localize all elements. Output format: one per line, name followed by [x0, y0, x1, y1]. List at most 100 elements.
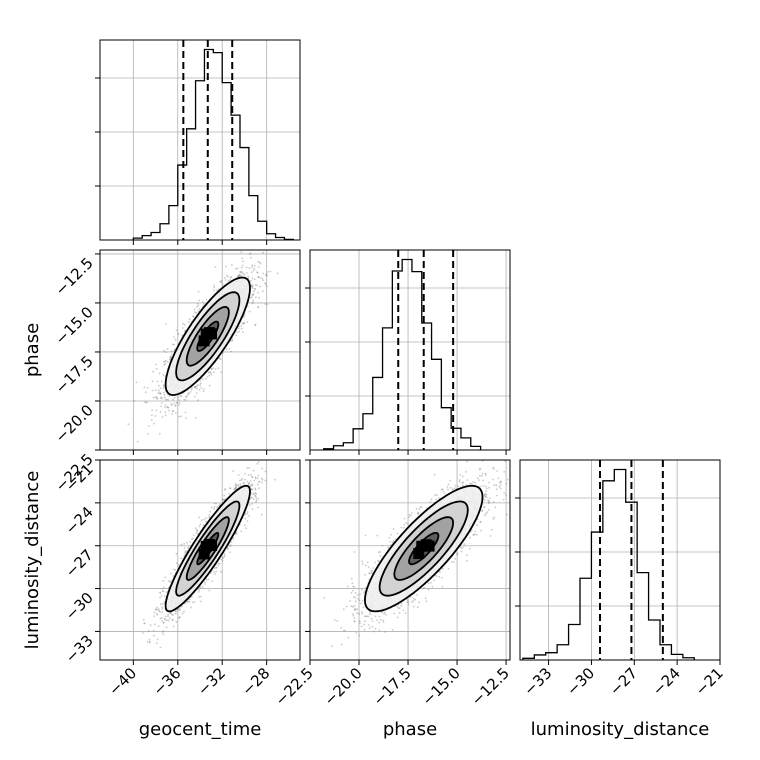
scatter-point	[251, 266, 254, 269]
scatter-point	[224, 554, 226, 557]
scatter-point	[236, 275, 239, 278]
scatter-point	[182, 322, 185, 325]
scatter-point	[256, 284, 259, 287]
scatter-point	[283, 444, 285, 446]
scatter-point	[254, 287, 257, 290]
scatter-point	[171, 613, 174, 616]
scatter-point	[213, 371, 215, 373]
density-core	[198, 335, 210, 347]
scatter-point	[155, 608, 158, 610]
scatter-point	[206, 375, 209, 378]
scatter-point	[205, 520, 208, 523]
scatter-point	[192, 315, 195, 318]
scatter-point	[255, 500, 257, 503]
scatter-point	[238, 274, 241, 276]
scatter-point	[156, 398, 159, 400]
scatter-point	[244, 472, 247, 475]
scatter-point	[180, 543, 183, 546]
scatter-point	[266, 303, 269, 306]
scatter-point	[170, 572, 172, 575]
scatter-point	[195, 312, 198, 314]
scatter-point	[143, 386, 146, 389]
scatter-point	[184, 411, 187, 414]
scatter-point	[161, 380, 163, 383]
scatter-point	[162, 384, 165, 387]
scatter-point	[180, 605, 183, 608]
scatter-point	[176, 562, 178, 565]
scatter-point	[161, 608, 164, 610]
scatter-point	[217, 564, 220, 567]
scatter-point	[183, 398, 186, 401]
scatter-point	[207, 371, 210, 374]
scatter-point	[265, 273, 268, 275]
scatter-point	[159, 410, 162, 413]
scatter-point	[251, 508, 254, 510]
scatter-point	[251, 284, 254, 287]
scatter-point	[241, 271, 244, 274]
scatter-point	[178, 404, 180, 406]
scatter-point	[186, 394, 189, 396]
scatter-point	[254, 492, 257, 494]
scatter-point	[197, 399, 200, 402]
scatter-point	[238, 273, 241, 276]
scatter-point	[197, 383, 200, 386]
scatter-point	[175, 329, 178, 331]
scatter-point	[228, 347, 231, 350]
scatter-point	[205, 517, 208, 520]
scatter-point	[168, 617, 171, 620]
scatter-point	[241, 257, 244, 260]
scatter-point	[223, 498, 226, 501]
scatter-point	[147, 433, 150, 435]
scatter-point	[153, 634, 155, 637]
scatter-point	[230, 350, 233, 353]
scatter-point	[199, 600, 202, 603]
scatter-point	[155, 642, 158, 645]
contour-line	[185, 305, 230, 367]
scatter-point	[250, 484, 253, 486]
scatter-point	[264, 282, 266, 284]
scatter-point	[178, 617, 181, 619]
scatter-point	[174, 338, 177, 341]
scatter-point	[165, 615, 167, 618]
scatter-point	[184, 330, 186, 332]
scatter-point	[193, 308, 196, 311]
scatter-point	[188, 321, 190, 324]
scatter-point	[152, 629, 155, 632]
scatter-point	[146, 387, 149, 389]
scatter-point	[217, 562, 220, 565]
scatter-point	[248, 482, 251, 485]
scatter-point	[250, 256, 252, 259]
scatter-point	[258, 261, 261, 264]
scatter-point	[161, 402, 163, 404]
scatter-point	[160, 603, 162, 606]
scatter-point	[234, 486, 237, 489]
scatter-point	[256, 271, 259, 274]
scatter-point	[221, 498, 224, 501]
scatter-point	[144, 622, 146, 625]
scatter-point	[198, 589, 201, 592]
scatter-point	[159, 392, 162, 395]
scatter-point	[167, 580, 170, 582]
scatter-point	[165, 351, 168, 354]
scatter-point	[160, 396, 163, 399]
scatter-point	[238, 330, 241, 333]
scatter-point	[254, 324, 257, 327]
scatter-point	[213, 284, 216, 287]
scatter-point	[244, 478, 247, 481]
scatter-point	[251, 483, 254, 486]
scatter-point	[257, 481, 260, 483]
scatter-point	[190, 386, 193, 389]
scatter-point	[267, 271, 269, 273]
scatter-point	[170, 356, 172, 358]
scatter-point	[252, 299, 255, 302]
scatter-point	[151, 414, 153, 417]
scatter-point	[156, 609, 159, 611]
scatter-point	[213, 286, 216, 289]
scatter-point	[149, 624, 152, 626]
scatter-point	[165, 323, 167, 325]
hist-frame-geocent_time	[99, 39, 301, 241]
scatter-point	[168, 409, 170, 412]
scatter-point	[166, 398, 168, 401]
scatter-point	[158, 372, 161, 375]
scatter-point	[223, 494, 226, 497]
